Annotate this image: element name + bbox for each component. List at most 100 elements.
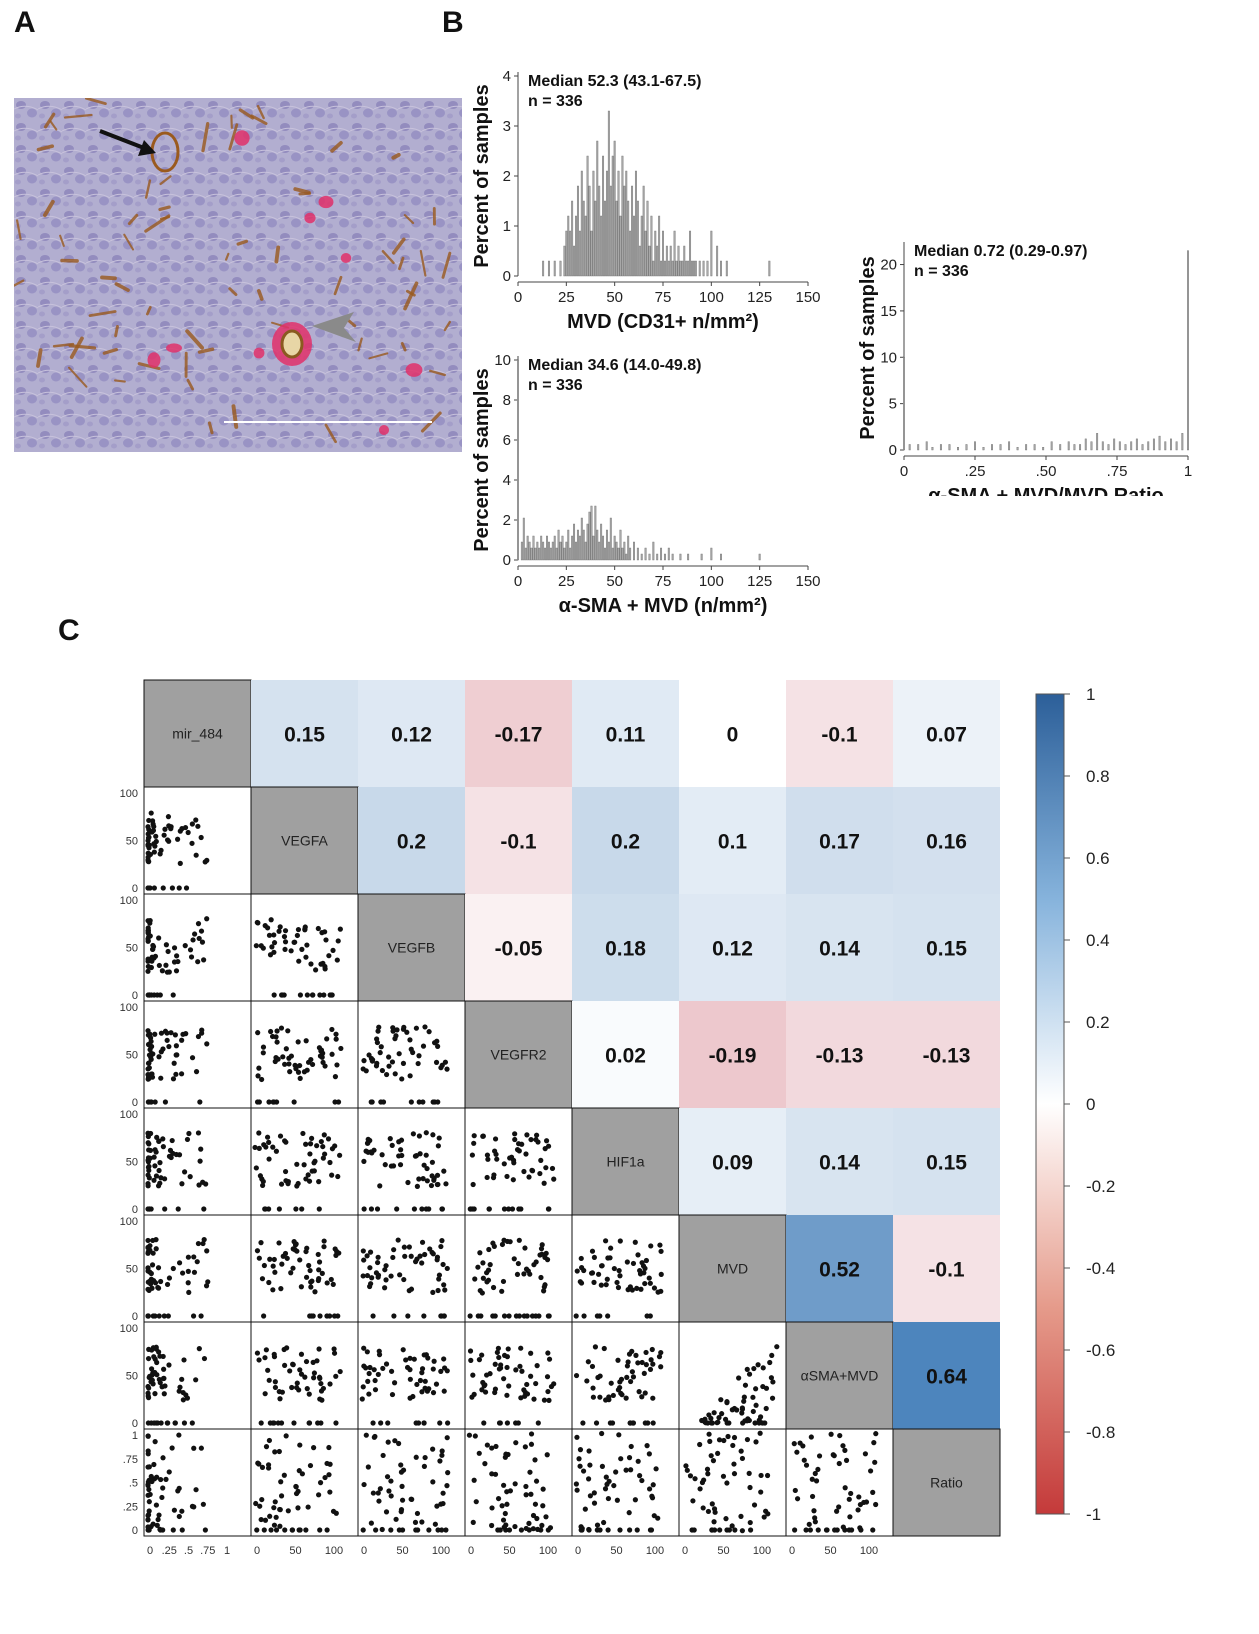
scatter-point (398, 1507, 405, 1513)
histogram-bar (615, 200, 618, 277)
scatter-point (504, 1238, 511, 1245)
scatter-point (373, 1527, 379, 1533)
scatter-point (153, 1502, 160, 1508)
scatter-point (164, 1037, 170, 1043)
scatter-point (768, 1375, 774, 1381)
scatter-point (471, 1391, 477, 1397)
scatter-point (501, 1206, 508, 1212)
sma-stain-mark (234, 130, 250, 146)
cd31-stain-mark (114, 379, 126, 383)
scatter-point (394, 1027, 400, 1033)
scatter-point (286, 1055, 292, 1061)
panel-label-c: C (58, 614, 80, 647)
col-axis-tick-label: 0 (682, 1545, 688, 1557)
scatter-point (157, 1160, 163, 1166)
scatter-point (761, 1514, 767, 1520)
scatter-point (376, 1498, 382, 1504)
scatter-point (180, 1270, 186, 1276)
cd31-stain-mark (42, 199, 55, 218)
x-tick-label: 0 (514, 573, 522, 590)
correlation-value: 0.12 (391, 724, 432, 747)
scatter-point (638, 1286, 644, 1292)
scatter-point (477, 1287, 483, 1294)
scatter-point (730, 1442, 736, 1449)
scatter-point (731, 1471, 738, 1477)
scatter-point (764, 1472, 771, 1479)
histogram-bar (692, 260, 695, 277)
scatter-point (155, 1265, 162, 1271)
scatter-point (266, 1279, 272, 1286)
histogram-bar (1187, 250, 1189, 451)
scatter-point (435, 1143, 441, 1149)
scatter-point (329, 1051, 335, 1057)
scatter-point (413, 1527, 419, 1533)
scatter-point (148, 1366, 155, 1372)
histogram-bar (1124, 444, 1127, 451)
scatter-point (650, 1361, 656, 1367)
histogram-bar (540, 535, 543, 561)
scatter-point (585, 1476, 592, 1482)
correlation-cell (251, 680, 358, 787)
histogram-bar (939, 444, 942, 451)
histogram-bar (590, 230, 593, 277)
correlation-value: -0.1 (821, 724, 858, 747)
scatter-point (198, 1146, 204, 1152)
scatter-point (147, 917, 153, 924)
panel-label-b: B (442, 6, 464, 39)
col-axis-tick-label: 0 (575, 1545, 581, 1557)
scatter-point (278, 1286, 284, 1292)
histogram-bar (532, 535, 535, 561)
scatter-point (305, 1504, 311, 1510)
histogram-bar (716, 245, 719, 277)
histogram-bar (547, 260, 550, 277)
scatter-point (584, 1378, 590, 1384)
scatter-point (628, 1443, 634, 1450)
histogram-n-label: n = 336 (528, 93, 583, 110)
scatter-point (489, 1445, 495, 1451)
scatter-point (807, 1527, 813, 1533)
correlation-cell (786, 894, 893, 1001)
scatter-point (544, 1452, 550, 1458)
scatter-point (601, 1345, 607, 1352)
scatter-point (522, 1444, 528, 1450)
histogram-bar (1016, 447, 1019, 451)
scatter-point (304, 1245, 310, 1251)
scatter-point (526, 1520, 532, 1526)
scatter-point (148, 992, 155, 998)
scatter-point (197, 1158, 203, 1164)
scatter-point (270, 1263, 276, 1269)
scatter-point (158, 1278, 164, 1285)
scatter-point (480, 1379, 486, 1386)
scatter-point (361, 1158, 367, 1164)
scatter-point (162, 1099, 169, 1105)
scatter-point (823, 1527, 830, 1533)
histogram-bar (621, 155, 624, 277)
y-axis-title: Percent of samples (857, 256, 879, 439)
scatter-point (150, 1521, 156, 1527)
diagonal-cell (678, 1214, 787, 1323)
col-axis-tick-label: 100 (860, 1545, 878, 1557)
scatter-point (201, 1206, 207, 1212)
correlation-cell (679, 680, 786, 787)
scatter-point (530, 1526, 536, 1532)
scatter-point (485, 1156, 491, 1162)
row-axis-tick-label: 50 (126, 1050, 138, 1062)
scatter-point (747, 1519, 753, 1526)
cd31-stain-mark (250, 114, 268, 126)
histogram-bar (611, 547, 614, 561)
scatter-point (444, 1435, 450, 1441)
scatter-point (146, 1499, 152, 1505)
scatter-point (310, 1313, 316, 1319)
scatter-point (145, 854, 151, 860)
scatter-point (145, 1072, 151, 1078)
scatter-point (721, 1437, 727, 1444)
histogram-bar (602, 155, 605, 277)
scatter-point (314, 1143, 320, 1149)
scatter-point (333, 1031, 339, 1037)
scatter-point (385, 1439, 391, 1445)
scatter-point (325, 1136, 332, 1142)
scatter-point (304, 992, 310, 998)
scatter-point (633, 1352, 639, 1358)
scatter-point (272, 1269, 278, 1275)
scatter-point (473, 1499, 479, 1505)
